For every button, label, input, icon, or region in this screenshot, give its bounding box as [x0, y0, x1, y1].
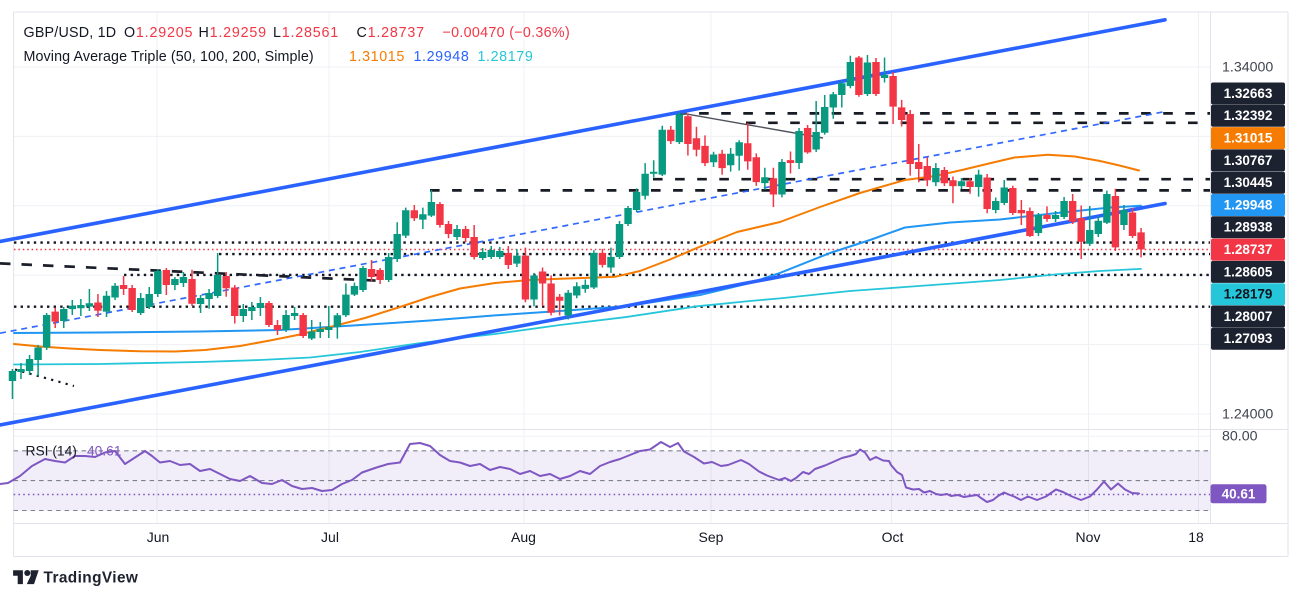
svg-text:Sep: Sep	[699, 529, 724, 545]
svg-text:Jul: Jul	[321, 529, 339, 545]
svg-text:80.00: 80.00	[1222, 429, 1258, 445]
svg-text:Oct: Oct	[882, 529, 904, 545]
svg-text:1.24000: 1.24000	[1222, 406, 1273, 422]
svg-text:L1.28561: L1.28561	[273, 25, 339, 41]
svg-text:−0.00470 (−0.36%): −0.00470 (−0.36%)	[443, 25, 571, 41]
svg-text:40.61: 40.61	[1222, 486, 1256, 501]
svg-text:RSI (14): RSI (14)	[26, 444, 77, 459]
svg-text:Aug: Aug	[511, 529, 536, 545]
svg-text:1.28605: 1.28605	[1224, 264, 1273, 279]
svg-text:40.61: 40.61	[87, 444, 122, 459]
svg-text:C1.28737: C1.28737	[357, 25, 425, 41]
svg-text:1.30767: 1.30767	[1224, 153, 1273, 168]
svg-text:18: 18	[1188, 529, 1204, 545]
svg-text:O1.29205: O1.29205	[124, 25, 193, 41]
svg-text:1.32663: 1.32663	[1224, 86, 1273, 101]
svg-text:GBP/USD, 1D: GBP/USD, 1D	[24, 25, 117, 41]
svg-text:1.32392: 1.32392	[1224, 108, 1273, 123]
svg-text:Jun: Jun	[147, 529, 170, 545]
svg-text:Moving Average Triple (50, 100: Moving Average Triple (50, 100, 200, Sim…	[24, 49, 314, 65]
svg-text:1.29948: 1.29948	[414, 49, 470, 65]
svg-text:1.34000: 1.34000	[1222, 59, 1273, 75]
svg-text:1.31015: 1.31015	[349, 49, 405, 65]
svg-text:1.29948: 1.29948	[1224, 197, 1273, 212]
svg-text:Nov: Nov	[1076, 529, 1101, 545]
svg-text:1.31015: 1.31015	[1224, 131, 1273, 146]
svg-text:1.28179: 1.28179	[478, 49, 534, 65]
svg-text:1.28007: 1.28007	[1224, 309, 1273, 324]
svg-text:1.27093: 1.27093	[1224, 331, 1273, 346]
svg-text:1.30445: 1.30445	[1224, 175, 1273, 190]
svg-text:1.28938: 1.28938	[1224, 220, 1273, 235]
svg-text:1.28179: 1.28179	[1224, 287, 1273, 302]
svg-text:TradingView: TradingView	[44, 570, 139, 587]
svg-text:1.28737: 1.28737	[1224, 242, 1273, 257]
svg-text:H1.29259: H1.29259	[199, 25, 267, 41]
